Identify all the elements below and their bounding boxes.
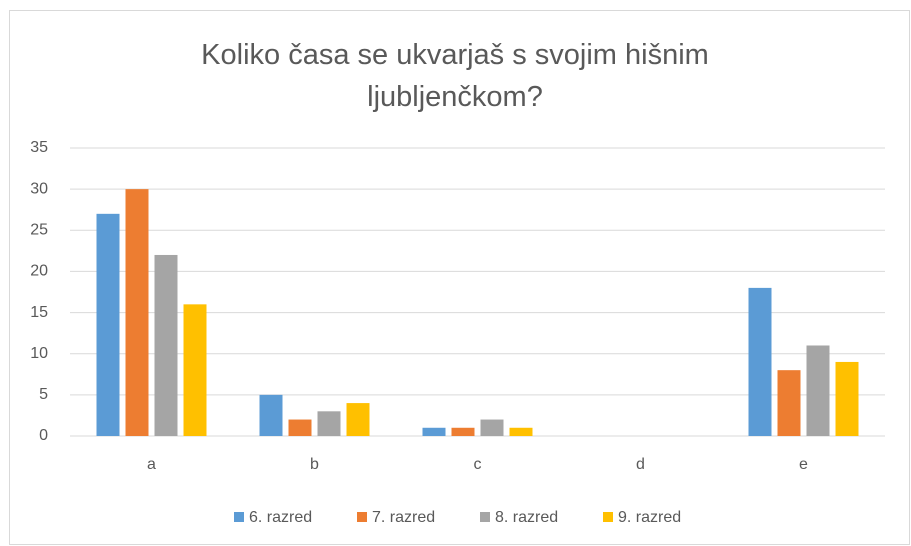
legend-swatch (234, 512, 244, 522)
bar (125, 189, 149, 436)
chart-title: Koliko časa se ukvarjaš s svojim hišnim … (201, 39, 709, 113)
legend-label: 9. razred (618, 509, 681, 526)
y-tick-label: 10 (30, 345, 48, 362)
bar (480, 419, 504, 436)
bar (748, 287, 772, 436)
bar (183, 304, 207, 436)
legend-swatch (357, 512, 367, 522)
x-tick-label: a (147, 456, 156, 473)
legend-swatch (480, 512, 490, 522)
y-tick-label: 15 (30, 304, 48, 321)
x-tick-label: c (474, 456, 482, 473)
bar (451, 427, 475, 436)
y-tick-label: 35 (30, 139, 48, 156)
bar (288, 419, 312, 436)
legend-label: 6. razred (249, 509, 312, 526)
x-tick-label: b (310, 456, 319, 473)
y-tick-label: 20 (30, 263, 48, 280)
y-tick-label: 5 (39, 386, 48, 403)
bar (259, 394, 283, 436)
bar (422, 427, 446, 436)
legend-swatch (603, 512, 613, 522)
bar (806, 345, 830, 436)
legend-label: 8. razred (495, 509, 558, 526)
bar (317, 411, 341, 436)
bar (96, 213, 120, 436)
bar (835, 361, 859, 436)
bar (346, 403, 370, 436)
x-tick-label: e (799, 456, 808, 473)
y-tick-label: 25 (30, 222, 48, 239)
bar (777, 370, 801, 436)
bar (154, 254, 178, 436)
x-tick-label: d (636, 456, 645, 473)
chart-border (9, 10, 910, 545)
bar (509, 427, 533, 436)
y-tick-label: 0 (39, 427, 48, 444)
legend-label: 7. razred (372, 509, 435, 526)
y-tick-label: 30 (30, 180, 48, 197)
